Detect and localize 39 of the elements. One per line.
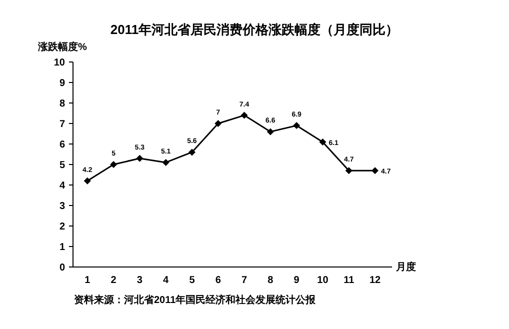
- text: 资料来源：河北省2011年国民经济和社会发展统计公报: [74, 294, 317, 306]
- x-tick-label: 10: [317, 275, 329, 286]
- point: [240, 112, 248, 119]
- x-tick-label: 12: [369, 275, 382, 286]
- point: [84, 177, 91, 184]
- point: [110, 161, 118, 168]
- x-tick-label: 7: [241, 275, 248, 286]
- x-tick-label: 4: [163, 275, 170, 286]
- y-tick-label: 3: [59, 201, 66, 212]
- x-tick-label: 11: [344, 275, 355, 286]
- y-tick-label: 8: [59, 98, 66, 110]
- point: [319, 138, 326, 146]
- x-tick-label: 1: [84, 275, 91, 286]
- x-tick-label: 8: [268, 275, 274, 286]
- point: [162, 158, 170, 166]
- y-tick-label: 7: [59, 119, 66, 130]
- y-tick-label: 6: [59, 140, 66, 150]
- point: [372, 167, 379, 174]
- x-tick-label: 3: [136, 275, 143, 286]
- x-axis-title: 月度: [395, 261, 416, 273]
- y-tick-label: 5: [59, 160, 66, 171]
- x-tick-label: 5: [189, 275, 196, 286]
- y-tick-label: 9: [59, 78, 66, 89]
- y-axis-title: 涨跌幅度%: [37, 41, 87, 53]
- point: [293, 122, 300, 130]
- y-tick-label: 10: [54, 58, 66, 68]
- y-tick-label: 2: [59, 222, 66, 232]
- point: [136, 154, 144, 162]
- y-tick-label: 0: [59, 262, 66, 274]
- point: [266, 128, 274, 136]
- x-tick-label: 2: [110, 275, 117, 286]
- point: [345, 167, 352, 174]
- y-tick-label: 1: [59, 242, 66, 253]
- y-tick-label: 4: [59, 180, 66, 192]
- point: [188, 148, 196, 156]
- chart-title: 2011年河北省居民消费价格涨跌幅度（月度同比）: [110, 22, 399, 37]
- x-tick-label: 9: [294, 275, 300, 286]
- x-tick-label: 6: [215, 275, 222, 286]
- point: [214, 120, 222, 127]
